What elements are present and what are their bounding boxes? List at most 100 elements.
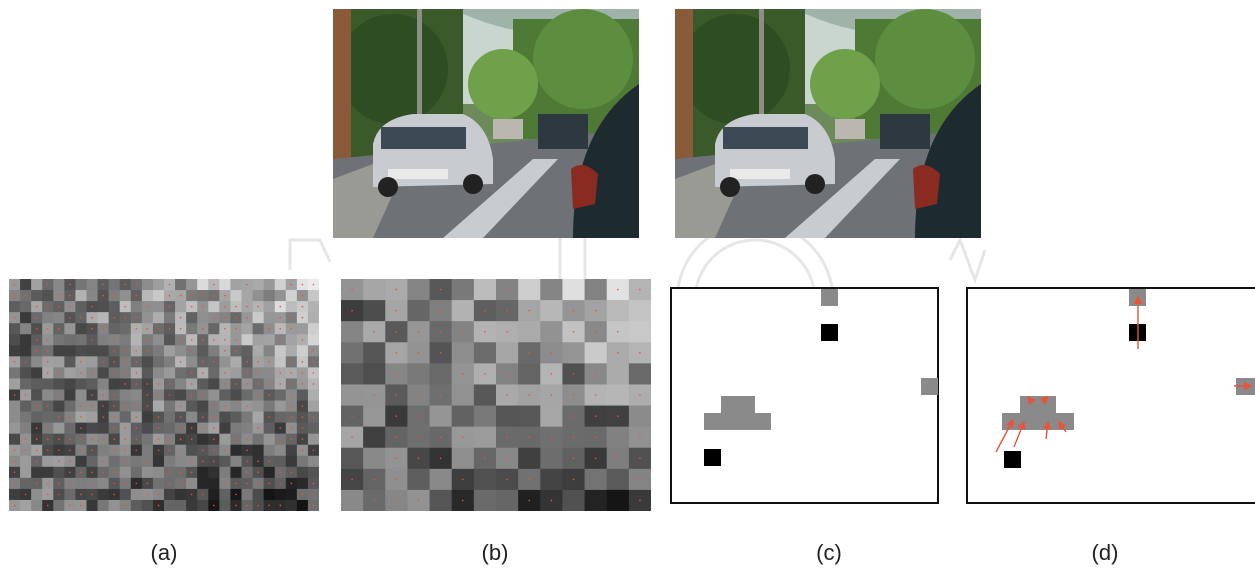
mosaic-block [86, 422, 99, 435]
block-center-dot [224, 294, 226, 297]
block-center-dot [246, 372, 248, 374]
mosaic-block [307, 323, 320, 335]
mosaic-block [164, 356, 176, 368]
mosaic-block [86, 411, 99, 424]
block-center-dot [102, 438, 104, 440]
block-center-dot [224, 338, 226, 341]
block-center-dot [301, 305, 304, 308]
block-center-dot [146, 305, 149, 308]
mosaic-block [86, 378, 99, 390]
mosaic-block [496, 405, 519, 428]
block-center-dot [268, 504, 270, 507]
block-center-dot [506, 478, 508, 481]
mosaic-block [252, 444, 265, 457]
mosaic-block [20, 345, 32, 357]
block-center-dot [550, 394, 553, 396]
mosaic-block [42, 389, 54, 402]
mosaic-block [219, 488, 231, 501]
block-center-dot [213, 316, 215, 319]
mosaic-block [164, 455, 176, 468]
block-center-dot [312, 283, 315, 286]
block-center-dot [113, 405, 115, 407]
block-center-dot [113, 471, 115, 474]
block-center-dot [594, 415, 597, 417]
block-center-dot [157, 394, 160, 396]
mosaic-block [473, 489, 497, 512]
block-center-dot [290, 283, 293, 286]
block-center-dot [46, 372, 49, 374]
block-center-dot [179, 416, 182, 418]
mosaic-block [429, 489, 453, 512]
mosaic-block [219, 455, 231, 468]
mosaic-block [496, 342, 519, 364]
block-center-dot [235, 438, 237, 440]
block-center-dot [146, 327, 149, 330]
mosaic-block [42, 312, 54, 324]
mosaic-block [296, 477, 309, 490]
mosaic-block [263, 444, 276, 457]
block-center-dot [80, 427, 82, 429]
block-center-dot [439, 309, 442, 312]
block-center-dot [395, 373, 398, 375]
mosaic-block [407, 279, 431, 301]
block-center-dot [46, 438, 49, 440]
mosaic-block [628, 363, 652, 385]
mosaic-block [119, 411, 132, 424]
block-center-dot [135, 294, 138, 297]
mosaic-block [141, 499, 154, 512]
block-center-dot [168, 283, 171, 286]
caption-a: (a) [150, 540, 178, 565]
block-center-dot [301, 383, 304, 385]
block-center-dot [13, 394, 16, 396]
block-center-dot [190, 427, 193, 429]
block-center-dot [301, 427, 304, 429]
block-center-dot [135, 449, 138, 452]
block-center-dot [506, 373, 508, 375]
mosaic-block [252, 279, 265, 291]
mosaic-block [175, 389, 187, 402]
mosaic-block [9, 345, 21, 357]
block-center-dot [506, 330, 508, 333]
block-center-dot [58, 438, 60, 440]
block-center-dot [312, 482, 315, 485]
block-center-dot [146, 338, 149, 341]
block-center-dot [69, 482, 71, 485]
block-center-dot [157, 504, 160, 507]
mosaic-block [152, 334, 165, 346]
mosaic-block [263, 367, 276, 379]
block-center-dot [146, 350, 149, 352]
block-center-dot [572, 373, 575, 375]
block-center-dot [35, 338, 38, 341]
block-center-dot [124, 504, 127, 507]
block-center-dot [572, 457, 575, 460]
mosaic-block [429, 468, 453, 491]
mosaic-block [164, 367, 176, 379]
mosaic-block [296, 499, 309, 512]
mosaic-block [9, 378, 21, 390]
mosaic-block [274, 279, 287, 291]
mosaic-block [141, 444, 154, 457]
block-center-dot [312, 350, 315, 352]
block-center-dot [279, 383, 282, 385]
mosaic-block [584, 468, 608, 491]
mosaic-block [208, 477, 220, 490]
mosaic-block [230, 411, 242, 424]
mosaic-block [628, 405, 652, 428]
block-center-dot [639, 499, 641, 502]
mosaic-block [252, 488, 265, 501]
mosaic-block [307, 455, 320, 468]
mosaic-block [152, 466, 165, 479]
block-center-dot [13, 283, 16, 286]
block-center-dot [201, 327, 204, 330]
mosaic-block [75, 455, 87, 468]
caption-c: (c) [816, 540, 842, 565]
mosaic-block [518, 405, 541, 428]
block-center-dot [213, 504, 215, 507]
block-center-dot [35, 327, 38, 330]
mosaic-block [429, 405, 453, 428]
block-center-dot [213, 338, 215, 341]
block-center-dot [290, 405, 293, 407]
block-center-dot [572, 415, 575, 417]
block-center-dot [201, 493, 204, 496]
block-center-dot [135, 416, 138, 418]
